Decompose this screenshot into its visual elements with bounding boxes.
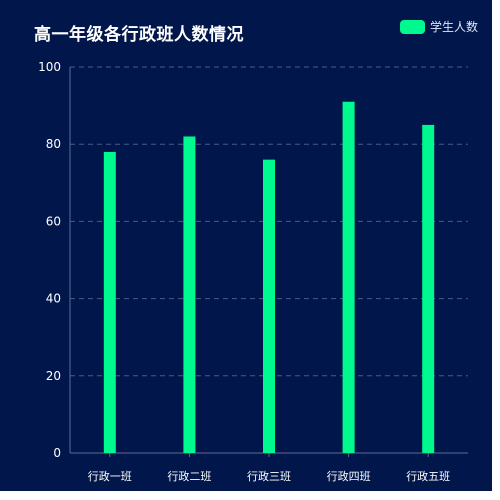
bar[interactable] (103, 151, 116, 454)
bar[interactable] (422, 124, 435, 454)
y-tick-label: 20 (46, 369, 61, 383)
chart-panel: 高一年级各行政班人数情况 学生人数 (0, 0, 492, 491)
y-tick-label: 80 (46, 137, 61, 151)
x-tick-label: 行政二班 (167, 469, 211, 483)
bar[interactable] (183, 136, 196, 454)
chart-title: 高一年级各行政班人数情况 (34, 25, 244, 45)
bar[interactable] (342, 101, 355, 454)
y-tick-label: 0 (53, 446, 61, 460)
bar[interactable] (263, 159, 275, 453)
legend[interactable]: 学生人数 (400, 18, 478, 35)
y-tick-label: 40 (46, 292, 61, 306)
y-tick-label: 100 (38, 60, 61, 74)
legend-swatch (400, 19, 425, 34)
x-tick-label: 行政五班 (406, 469, 450, 483)
x-tick-label: 行政四班 (327, 469, 371, 483)
legend-label: 学生人数 (430, 20, 479, 34)
x-tick-label: 行政三班 (247, 469, 291, 483)
x-tick-label: 行政一班 (88, 469, 132, 483)
y-tick-label: 60 (46, 214, 61, 228)
